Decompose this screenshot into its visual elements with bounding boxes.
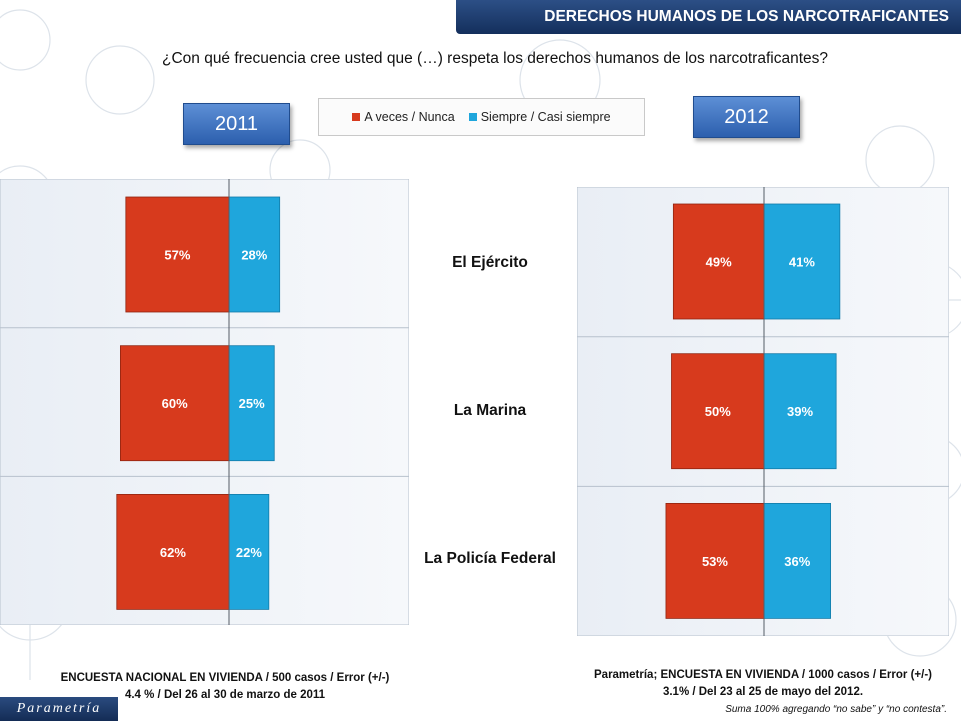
- bar-siempre-casi-siempre: [763, 203, 841, 320]
- data-label-siempre-casi-siempre: 39%: [787, 404, 813, 419]
- legend-label: Siempre / Casi siempre: [480, 110, 611, 124]
- footnote-2012-line2: 3.1% / Del 23 al 25 de mayo del 2012.: [662, 686, 864, 698]
- data-label-a-veces-nunca: 53%: [702, 554, 728, 569]
- legend-item-siempre-casi-siempre: Siempre / Casi siempre: [468, 110, 611, 124]
- footnote-2011: ENCUESTA NACIONAL EN VIVIENDA / 500 caso…: [40, 670, 410, 704]
- data-label-siempre-casi-siempre: 22%: [236, 545, 262, 560]
- category-label-policia: La Policía Federal: [424, 550, 556, 567]
- sum-note: Suma 100% agregando “no sabe” y “no cont…: [725, 704, 947, 715]
- footnote-2012-line1: Parametría; ENCUESTA EN VIVIENDA / 1000 …: [594, 669, 932, 681]
- data-label-siempre-casi-siempre: 25%: [239, 396, 265, 411]
- chart-2011: 57% 28% 60% 25% 62% 22%: [0, 179, 409, 625]
- bar-a-veces-nunca: [120, 345, 230, 462]
- bar-a-veces-nunca: [665, 502, 765, 619]
- bar-siempre-casi-siempre: [763, 502, 831, 619]
- legend-item-a-veces-nunca: A veces / Nunca: [352, 110, 455, 124]
- bar-siempre-casi-siempre: [763, 353, 837, 470]
- data-label-a-veces-nunca: 57%: [164, 248, 190, 263]
- bar-siempre-casi-siempre: [228, 196, 281, 313]
- year-badge-2012: 2012: [693, 96, 800, 138]
- bar-a-veces-nunca: [116, 493, 230, 610]
- data-label-a-veces-nunca: 60%: [162, 396, 188, 411]
- data-label-siempre-casi-siempre: 36%: [784, 554, 810, 569]
- chart-legend: A veces / Nunca Siempre / Casi siempre: [318, 98, 645, 136]
- category-label-ejercito: El Ejército: [452, 254, 528, 271]
- legend-swatch-red: [352, 113, 361, 121]
- data-label-a-veces-nunca: 50%: [705, 404, 731, 419]
- legend-swatch-blue: [468, 113, 477, 121]
- chart-2012: 49% 41% 50% 39% 53% 36%: [577, 187, 949, 636]
- data-label-a-veces-nunca: 62%: [160, 545, 186, 560]
- bar-a-veces-nunca: [671, 353, 765, 470]
- category-label-marina: La Marina: [453, 402, 527, 419]
- data-label-siempre-casi-siempre: 28%: [241, 248, 267, 263]
- bar-a-veces-nunca: [125, 196, 230, 313]
- footnote-2011-line1: ENCUESTA NACIONAL EN VIVIENDA / 500 caso…: [60, 672, 390, 684]
- header-title: DERECHOS HUMANOS DE LOS NARCOTRAFICANTES: [456, 0, 961, 34]
- footnote-2012: Parametría; ENCUESTA EN VIVIENDA / 1000 …: [578, 667, 948, 701]
- bar-siempre-casi-siempre: [228, 493, 270, 610]
- survey-question: ¿Con qué frecuencia cree usted que (…) r…: [161, 50, 828, 67]
- footnote-2011-line2: 4.4 % / Del 26 al 30 de marzo de 2011: [124, 689, 326, 701]
- legend-label: A veces / Nunca: [364, 110, 455, 124]
- year-badge-2011: 2011: [183, 103, 290, 145]
- brand-logo: Parametría: [0, 697, 118, 721]
- data-label-a-veces-nunca: 49%: [706, 255, 732, 270]
- data-label-siempre-casi-siempre: 41%: [789, 255, 815, 270]
